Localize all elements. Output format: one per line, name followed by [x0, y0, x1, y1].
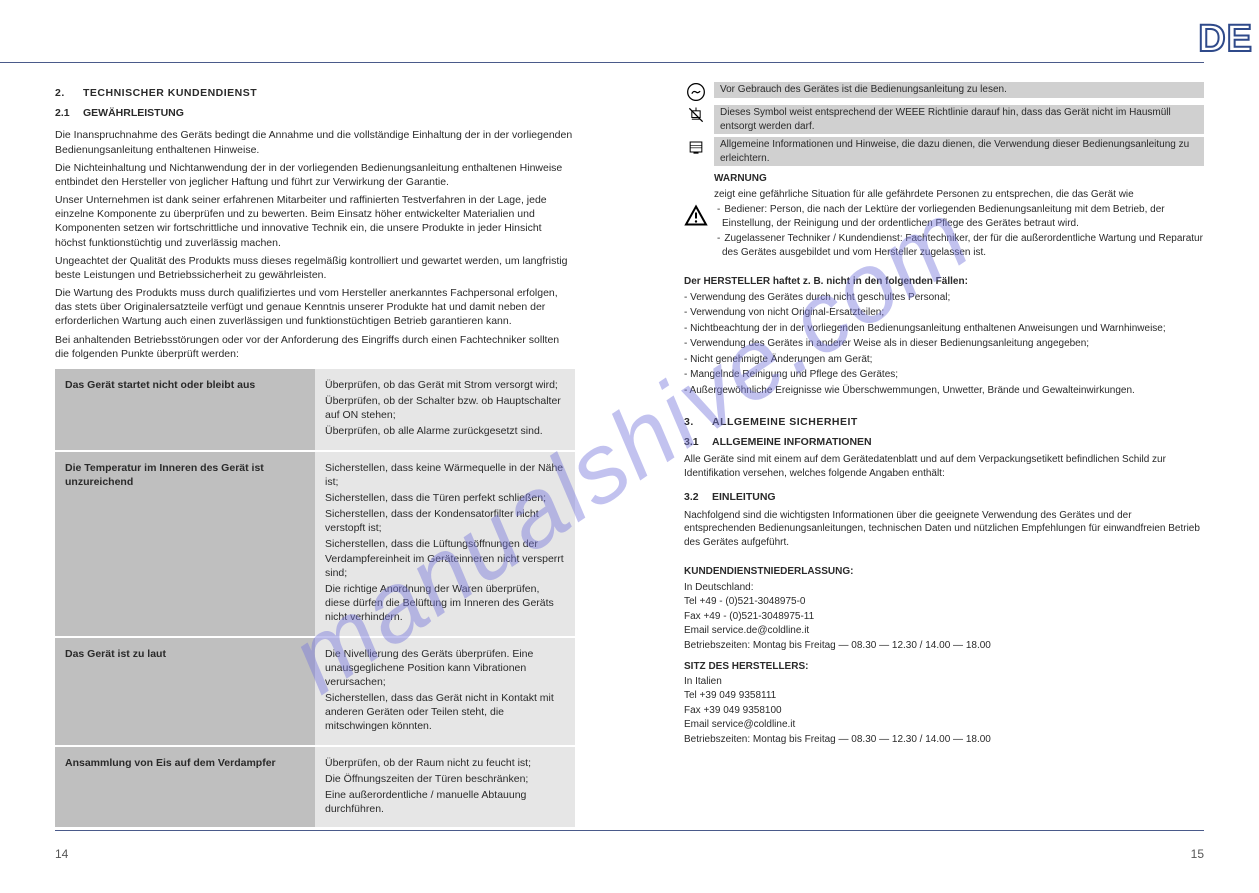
- table-row-label: Ansammlung von Eis auf dem Verdampfer: [55, 746, 315, 829]
- rule-top: [0, 62, 1204, 63]
- warning-block: WARNUNG zeigt eine gefährliche Situation…: [684, 172, 1204, 261]
- para-2-1-b: Die Nichteinhaltung und Nichtanwendung d…: [55, 161, 575, 189]
- right-column: Vor Gebrauch des Gerätes ist die Bedienu…: [684, 82, 1204, 747]
- table-row-label: Das Gerät ist zu laut: [55, 637, 315, 746]
- contact-line: Betriebszeiten: Montag bis Freitag — 08.…: [684, 639, 1204, 653]
- liability-line: - Außergewöhnliche Ereignisse wie Übersc…: [684, 384, 1204, 398]
- page-number-right: 15: [1191, 847, 1204, 861]
- table-row-detail: Überprüfen, ob das Gerät mit Strom verso…: [315, 369, 575, 451]
- section-3-1-body: Alle Geräte sind mit einem auf dem Gerät…: [684, 453, 1204, 480]
- para-2-1-e: Die Wartung des Produkts muss durch qual…: [55, 286, 575, 329]
- para-2-1-d: Ungeachtet der Qualität des Produkts mus…: [55, 254, 575, 282]
- warning-intro: zeigt eine gefährliche Situation für all…: [714, 188, 1204, 202]
- language-tag: DE: [1198, 18, 1253, 61]
- contact-line: Betriebszeiten: Montag bis Freitag — 08.…: [684, 733, 1204, 747]
- warning-header: WARNUNG: [714, 172, 1204, 186]
- contact-line: Fax +49 - (0)521-3048975-11: [684, 610, 1204, 624]
- section-3-1-num: 3.1: [684, 435, 712, 449]
- section-2-title: 2.TECHNISCHER KUNDENDIENST: [55, 86, 575, 100]
- liability-list: - Verwendung des Gerätes durch nicht ges…: [684, 291, 1204, 398]
- left-column: 2.TECHNISCHER KUNDENDIENST 2.1GEWÄHRLEIS…: [55, 82, 575, 829]
- section-3-text: ALLGEMEINE SICHERHEIT: [712, 416, 858, 428]
- section-2-1-text: GEWÄHRLEISTUNG: [83, 107, 184, 119]
- liability-header: Der HERSTELLER haftet z. B. nicht in den…: [684, 275, 1204, 289]
- contact-block: In Deutschland:Tel +49 - (0)521-3048975-…: [684, 581, 1204, 747]
- warning-item: Bediener: Person, die nach der Lektüre d…: [714, 203, 1204, 230]
- symbol-row: Dieses Symbol weist entsprechend der WEE…: [684, 105, 1204, 134]
- liability-line: - Verwendung des Gerätes in anderer Weis…: [684, 337, 1204, 351]
- contact-line: In Italien: [684, 675, 1204, 689]
- para-2-1-f: Bei anhaltenden Betriebsstörungen oder v…: [55, 333, 575, 361]
- section-3-title: 3.ALLGEMEINE SICHERHEIT: [684, 415, 1204, 429]
- table-row-detail: Überprüfen, ob der Raum nicht zu feucht …: [315, 746, 575, 829]
- hand-book-icon: [684, 82, 708, 102]
- table-row-detail: Die Nivellierung des Geräts überprüfen. …: [315, 637, 575, 746]
- symbol-text: Dieses Symbol weist entsprechend der WEE…: [714, 105, 1204, 134]
- liability-line: - Mangelnde Reinigung und Pflege des Ger…: [684, 368, 1204, 382]
- section-3-num: 3.: [684, 415, 712, 429]
- liability-line: - Verwendung von nicht Original-Ersatzte…: [684, 306, 1204, 320]
- section-2-num: 2.: [55, 86, 83, 100]
- contact-line: In Deutschland:: [684, 581, 1204, 595]
- warning-icon: [684, 172, 708, 261]
- section-3-2-num: 3.2: [684, 490, 712, 504]
- section-3-2-text: EINLEITUNG: [712, 491, 776, 503]
- table-row-detail: Sicherstellen, dass keine Wärmequelle in…: [315, 451, 575, 637]
- section-2-1-num: 2.1: [55, 106, 83, 120]
- page-number-left: 14: [55, 847, 68, 861]
- para-2-1-a: Die Inanspruchnahme des Geräts bedingt d…: [55, 128, 575, 156]
- weee-icon: [684, 105, 708, 125]
- symbol-text: Allgemeine Informationen und Hinweise, d…: [714, 137, 1204, 166]
- liability-line: - Verwendung des Gerätes durch nicht ges…: [684, 291, 1204, 305]
- liability-line: - Nicht genehmigte Änderungen am Gerät;: [684, 353, 1204, 367]
- section-3-2-title: 3.2EINLEITUNG: [684, 490, 1204, 504]
- contact-line: Tel +49 - (0)521-3048975-0: [684, 595, 1204, 609]
- section-3-1-title: 3.1ALLGEMEINE INFORMATIONEN: [684, 435, 1204, 449]
- table-row-label: Das Gerät startet nicht oder bleibt aus: [55, 369, 315, 451]
- section-2-text: TECHNISCHER KUNDENDIENST: [83, 87, 257, 99]
- contact-line: SITZ DES HERSTELLERS:: [684, 660, 1204, 674]
- section-2-1-title: 2.1GEWÄHRLEISTUNG: [55, 106, 575, 120]
- para-2-1-c: Unser Unternehmen ist dank seiner erfahr…: [55, 193, 575, 250]
- manual-icon: [684, 137, 708, 157]
- troubleshoot-table: Das Gerät startet nicht oder bleibt ausÜ…: [55, 369, 575, 829]
- section-3-2-body: Nachfolgend sind die wichtigsten Informa…: [684, 509, 1204, 550]
- symbol-row: Allgemeine Informationen und Hinweise, d…: [684, 137, 1204, 166]
- table-row-label: Die Temperatur im Inneren des Gerät ist …: [55, 451, 315, 637]
- contact-title: KUNDENDIENSTNIEDERLASSUNG:: [684, 565, 1204, 579]
- symbol-text: Vor Gebrauch des Gerätes ist die Bedienu…: [714, 82, 1204, 98]
- symbol-row: Vor Gebrauch des Gerätes ist die Bedienu…: [684, 82, 1204, 102]
- symbol-list: Vor Gebrauch des Gerätes ist die Bedienu…: [684, 82, 1204, 166]
- rule-bottom: [55, 830, 1204, 831]
- warning-item: Zugelassener Techniker / Kundendienst: F…: [714, 232, 1204, 259]
- contact-line: Email service@coldline.it: [684, 718, 1204, 732]
- contact-line: Tel +39 049 9358111: [684, 689, 1204, 703]
- section-3-1-text: ALLGEMEINE INFORMATIONEN: [712, 436, 872, 448]
- liability-line: - Nichtbeachtung der in der vorliegenden…: [684, 322, 1204, 336]
- contact-line: Email service.de@coldline.it: [684, 624, 1204, 638]
- contact-line: Fax +39 049 9358100: [684, 704, 1204, 718]
